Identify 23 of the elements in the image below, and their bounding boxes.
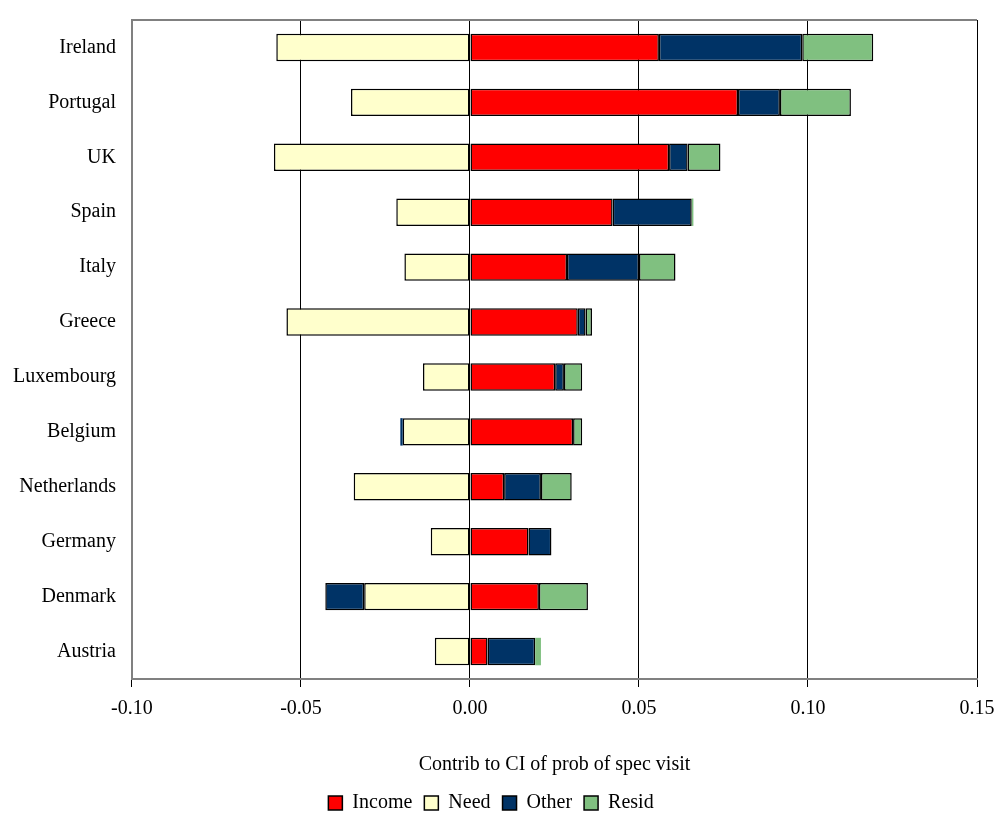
x-tick-label: -0.05: [280, 696, 322, 719]
y-tick-label: Netherlands: [19, 474, 117, 497]
y-tick-label: UK: [87, 144, 117, 167]
x-tick-label: 0.15: [959, 696, 995, 719]
x-tick-label: 0.00: [452, 696, 488, 719]
y-tick-label: Portugal: [48, 89, 117, 113]
y-tick-label: Ireland: [59, 34, 116, 57]
x-axis-title: Contrib to CI of prob of spec visit: [418, 752, 691, 776]
y-tick-label: Luxembourg: [13, 364, 116, 388]
y-tick-label: Germany: [41, 528, 116, 552]
legend-label: Need: [448, 790, 491, 813]
y-tick-label: Italy: [79, 254, 116, 278]
legend-label: Other: [526, 790, 573, 813]
y-tick-label: Belgium: [47, 419, 117, 443]
legend-label: Income: [352, 790, 413, 813]
legend-label: Resid: [608, 790, 654, 813]
y-tick-label: Denmark: [41, 583, 116, 606]
y-tick-label: Spain: [70, 199, 116, 223]
x-tick-label: 0.10: [790, 696, 826, 719]
x-tick-label: 0.05: [621, 696, 657, 719]
y-tick-label: Greece: [59, 309, 117, 332]
x-tick-label: -0.10: [111, 696, 153, 719]
y-tick-label: Austria: [57, 638, 117, 661]
